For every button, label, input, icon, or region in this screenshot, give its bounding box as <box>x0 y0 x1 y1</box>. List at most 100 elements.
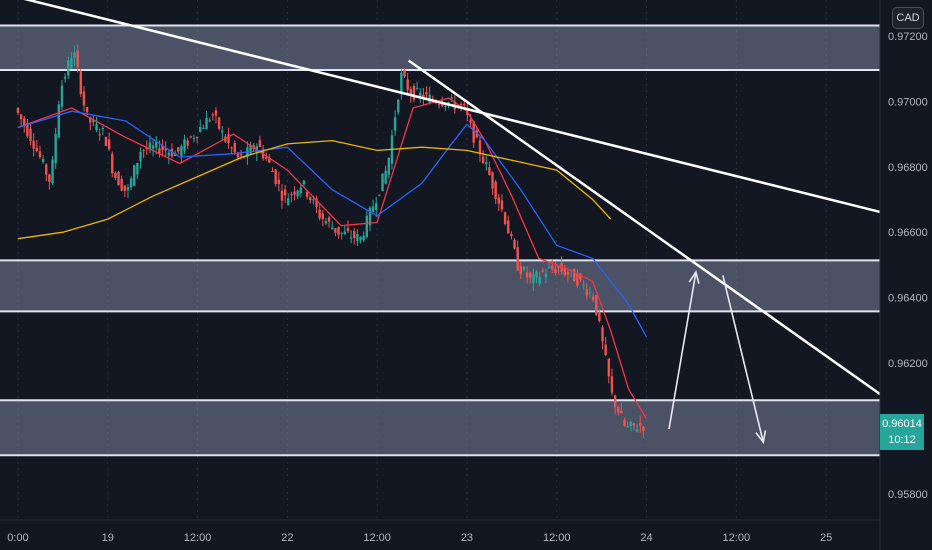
candle-body <box>19 114 23 120</box>
candle-body <box>598 312 601 322</box>
candle-body <box>362 235 365 241</box>
candle-body <box>133 165 136 186</box>
candle-body <box>541 270 545 272</box>
candle-body <box>302 180 306 185</box>
candle-body <box>412 86 416 100</box>
candle-body <box>334 228 337 233</box>
candle-body <box>111 153 114 174</box>
candle-body <box>183 139 186 151</box>
candle-body <box>503 212 507 225</box>
candle-body <box>233 143 237 153</box>
candle-body <box>591 296 595 300</box>
trendline <box>23 0 881 214</box>
candle-body <box>450 97 453 99</box>
candle-body <box>142 150 145 152</box>
candle-body <box>349 237 353 239</box>
candle-body <box>516 247 519 271</box>
candle-body <box>164 148 167 151</box>
candle-body <box>268 158 271 163</box>
candle-body <box>403 69 406 77</box>
candle-body <box>101 127 105 129</box>
candle-body <box>217 117 221 129</box>
time-axis[interactable]: 0:00 19 12:00 22 12:00 23 12:00 24 12:00 25 <box>7 532 832 544</box>
candle-body <box>277 179 281 185</box>
trend-drawings[interactable] <box>0 0 881 445</box>
candle-body <box>45 164 48 175</box>
candle-body <box>315 198 318 208</box>
candle-body <box>104 137 108 147</box>
candle-body <box>554 268 557 273</box>
candle-body <box>283 189 287 196</box>
candle-body <box>23 118 26 127</box>
x-tick-label: 22 <box>281 532 293 544</box>
candle-body <box>359 237 362 240</box>
candle-body <box>488 167 491 175</box>
x-tick-label: 12:00 <box>723 532 751 544</box>
candle-body <box>230 147 233 149</box>
y-tick-label: 0.97000 <box>888 96 928 108</box>
candle-body <box>566 272 570 275</box>
candle-body <box>387 157 391 175</box>
x-tick-label: 19 <box>102 532 114 544</box>
candle-body <box>120 178 123 191</box>
candle-body <box>243 157 246 159</box>
candle-body <box>41 158 45 162</box>
x-tick-label: 12:00 <box>543 532 571 544</box>
candle-body <box>485 162 488 165</box>
candle-body <box>139 152 142 162</box>
candle-body <box>642 426 645 431</box>
last-price: 0.96014 <box>882 417 922 430</box>
candle-body <box>500 200 504 210</box>
y-tick-label: 0.96200 <box>888 358 928 370</box>
candle-body <box>89 117 92 123</box>
candle-body <box>158 148 161 154</box>
candle-body <box>585 289 589 296</box>
candle-body <box>318 209 321 219</box>
candle-body <box>38 151 42 157</box>
candle-body <box>604 344 607 356</box>
x-tick-label: 23 <box>461 532 473 544</box>
candle-body <box>610 376 614 393</box>
candle-body <box>312 199 315 201</box>
candle-body <box>579 273 582 280</box>
candle-body <box>16 108 20 113</box>
candle-body <box>35 147 39 151</box>
candle-body <box>469 119 472 123</box>
price-axis[interactable]: 0.97200 0.97000 0.96800 0.96600 0.96400 0.962… <box>888 31 928 501</box>
candle-body <box>400 72 403 94</box>
candle-body <box>601 327 604 342</box>
candle-body <box>148 142 152 150</box>
candle-body <box>287 198 290 205</box>
candle-body <box>199 127 202 132</box>
candle-body <box>92 120 95 123</box>
candle-body <box>186 140 189 146</box>
candle-body <box>208 120 211 122</box>
candle-body <box>459 104 463 106</box>
candle-body <box>365 215 369 237</box>
candle-body <box>557 266 560 268</box>
candle-body <box>136 162 139 175</box>
candle-body <box>422 94 425 100</box>
projection-arrow <box>668 271 697 430</box>
candle-body <box>337 226 340 235</box>
x-tick-label: 24 <box>640 532 652 544</box>
currency-button[interactable]: CAD <box>892 7 924 29</box>
candle-body <box>626 425 629 427</box>
candle-body <box>425 92 428 95</box>
candle-body <box>214 110 218 116</box>
candle-body <box>444 105 447 107</box>
candle-body <box>321 213 325 220</box>
candle-body <box>595 295 598 315</box>
candle-body <box>538 277 541 284</box>
candle-body <box>151 145 155 149</box>
candle-body <box>588 292 592 294</box>
candle-body <box>393 117 397 131</box>
candle-body <box>331 227 334 230</box>
candle-body <box>478 140 482 155</box>
candle-body <box>73 52 76 58</box>
candle-body <box>305 191 309 197</box>
candle-body <box>551 265 554 270</box>
candle-body <box>60 85 64 107</box>
moving-average-line <box>17 97 648 419</box>
